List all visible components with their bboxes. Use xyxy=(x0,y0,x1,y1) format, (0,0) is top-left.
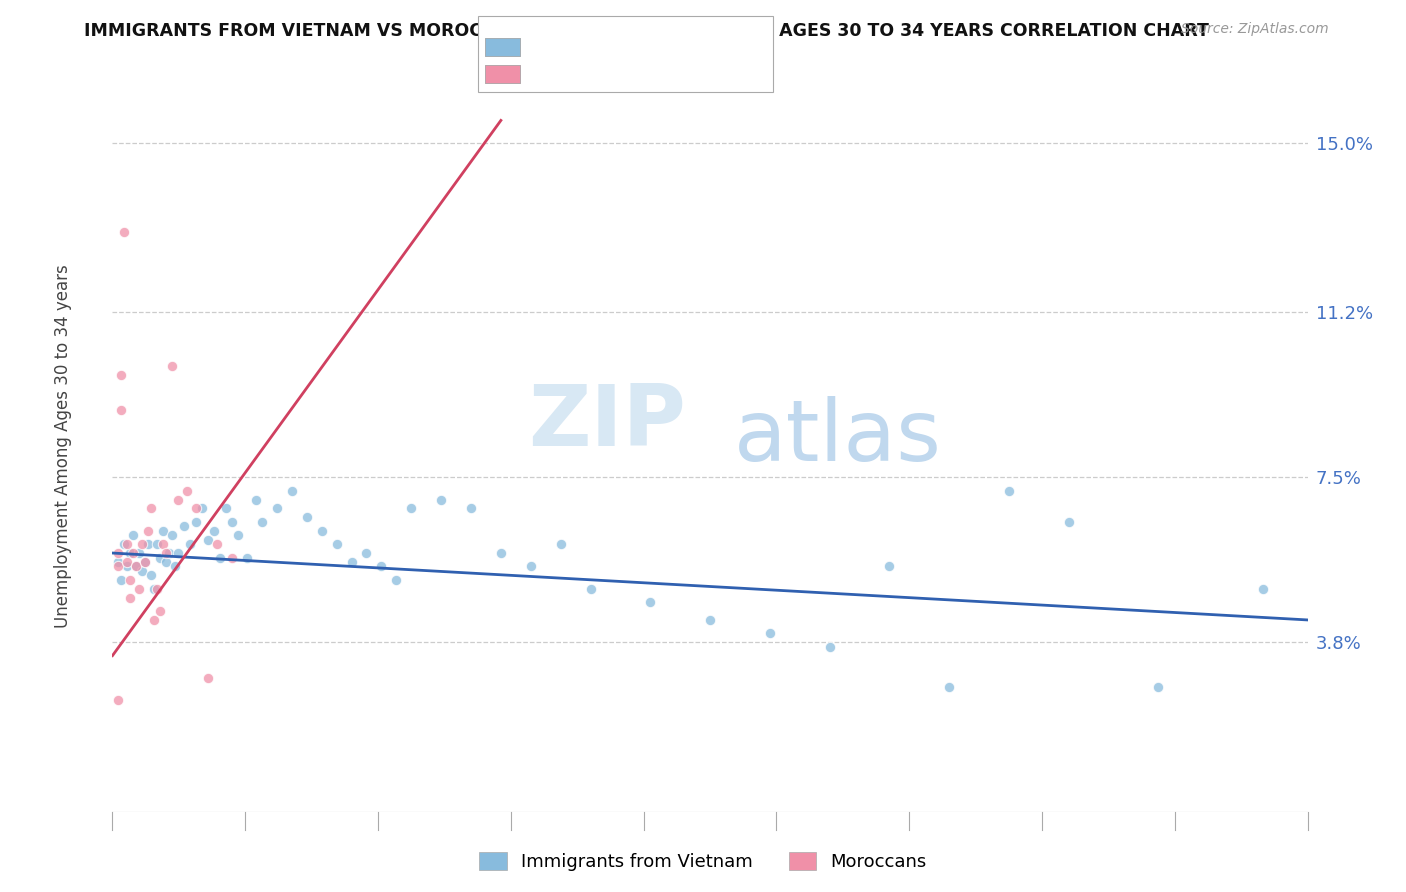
Point xyxy=(155,546,177,560)
Point xyxy=(138,537,160,551)
Point xyxy=(818,640,841,654)
Point xyxy=(128,546,150,560)
Point xyxy=(141,501,163,516)
Point xyxy=(120,546,142,560)
Point xyxy=(401,501,423,516)
Text: ZIP: ZIP xyxy=(529,381,686,464)
Point xyxy=(162,359,183,373)
Point xyxy=(122,546,145,560)
Point xyxy=(143,582,166,596)
Point xyxy=(107,555,129,569)
Point xyxy=(325,537,347,551)
Point xyxy=(146,582,169,596)
Point xyxy=(191,501,214,516)
Point xyxy=(165,559,187,574)
Point xyxy=(938,680,960,694)
Point xyxy=(221,515,243,529)
Point xyxy=(110,368,132,382)
Point xyxy=(385,573,408,587)
Point xyxy=(110,573,132,587)
Point xyxy=(1057,515,1080,529)
Point xyxy=(107,546,129,560)
Point xyxy=(176,483,198,498)
Point xyxy=(550,537,572,551)
Point xyxy=(120,573,142,587)
Point xyxy=(370,559,392,574)
Point xyxy=(520,559,543,574)
Point xyxy=(146,537,169,551)
Point xyxy=(460,501,482,516)
Point xyxy=(186,501,208,516)
Point xyxy=(149,604,172,618)
Point xyxy=(281,483,304,498)
Point xyxy=(167,492,190,507)
Point xyxy=(202,524,225,538)
Point xyxy=(114,537,135,551)
Point xyxy=(640,595,662,609)
Point xyxy=(266,501,288,516)
Legend: Immigrants from Vietnam, Moroccans: Immigrants from Vietnam, Moroccans xyxy=(472,845,934,879)
Point xyxy=(107,693,129,707)
Point xyxy=(173,519,195,533)
Point xyxy=(1251,582,1274,596)
Text: R = -0.125  N = 60: R = -0.125 N = 60 xyxy=(531,38,697,56)
Point xyxy=(117,537,139,551)
Point xyxy=(250,515,273,529)
Text: IMMIGRANTS FROM VIETNAM VS MOROCCAN UNEMPLOYMENT AMONG AGES 30 TO 34 YEARS CORRE: IMMIGRANTS FROM VIETNAM VS MOROCCAN UNEM… xyxy=(84,22,1209,40)
Point xyxy=(134,555,156,569)
Point xyxy=(356,546,378,560)
Point xyxy=(295,510,318,524)
Point xyxy=(125,559,148,574)
Point xyxy=(107,559,129,574)
Point xyxy=(579,582,602,596)
Point xyxy=(197,671,219,685)
Point xyxy=(125,559,148,574)
Point xyxy=(215,501,238,516)
Point xyxy=(311,524,333,538)
Point xyxy=(131,564,153,578)
Point xyxy=(122,528,145,542)
Point xyxy=(197,533,219,547)
Point xyxy=(117,555,139,569)
Point xyxy=(141,568,163,582)
Point xyxy=(489,546,512,560)
Point xyxy=(155,555,177,569)
Point xyxy=(179,537,201,551)
Point xyxy=(209,550,232,565)
Point xyxy=(110,403,132,417)
Point xyxy=(152,537,174,551)
Point xyxy=(186,515,208,529)
Point xyxy=(245,492,267,507)
Point xyxy=(143,613,166,627)
Text: atlas: atlas xyxy=(734,395,942,479)
Point xyxy=(221,550,243,565)
Point xyxy=(759,626,782,640)
Point xyxy=(157,546,180,560)
Point xyxy=(128,582,150,596)
Point xyxy=(430,492,453,507)
Point xyxy=(998,483,1021,498)
Point xyxy=(138,524,160,538)
Point xyxy=(340,555,363,569)
Text: Unemployment Among Ages 30 to 34 years: Unemployment Among Ages 30 to 34 years xyxy=(55,264,72,628)
Point xyxy=(205,537,228,551)
Point xyxy=(120,591,142,605)
Text: Source: ZipAtlas.com: Source: ZipAtlas.com xyxy=(1181,22,1329,37)
Point xyxy=(114,225,135,239)
Point xyxy=(226,528,249,542)
Point xyxy=(1147,680,1170,694)
Point xyxy=(162,528,183,542)
Point xyxy=(236,550,259,565)
Point xyxy=(149,550,172,565)
Point xyxy=(152,524,174,538)
Text: R =  0.385  N = 29: R = 0.385 N = 29 xyxy=(531,65,696,83)
Point xyxy=(134,555,156,569)
Point xyxy=(167,546,190,560)
Point xyxy=(117,559,139,574)
Point xyxy=(699,613,721,627)
Point xyxy=(879,559,901,574)
Point xyxy=(131,537,153,551)
